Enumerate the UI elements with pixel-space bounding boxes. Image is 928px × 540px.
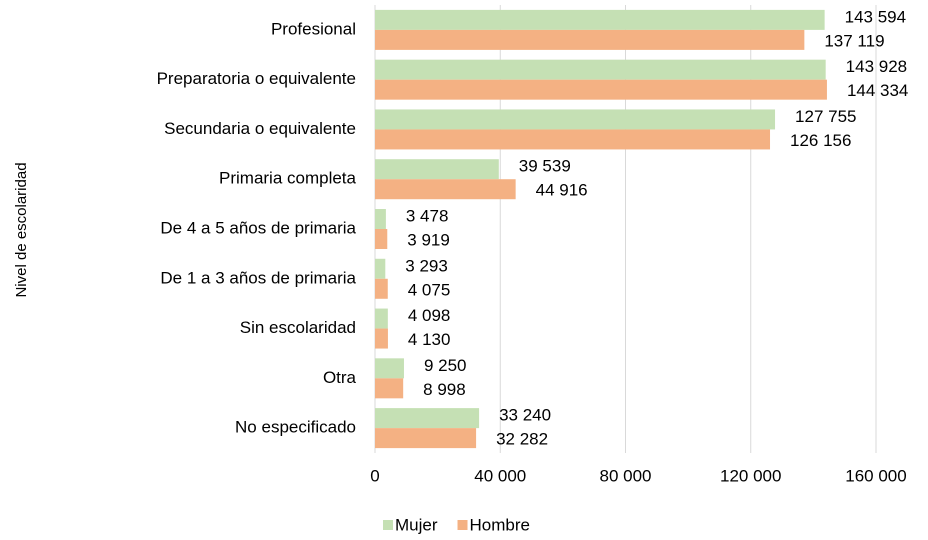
- bar: [375, 378, 404, 399]
- legend-label: Hombre: [470, 515, 530, 534]
- y-tick-label: Profesional: [271, 19, 356, 38]
- y-tick-label: Secundaria o equivalente: [164, 119, 356, 138]
- bar: [375, 179, 516, 200]
- bar: [375, 358, 404, 379]
- bar: [375, 129, 771, 150]
- bar: [375, 308, 388, 329]
- bar: [375, 278, 388, 299]
- data-label: 143 594: [845, 7, 906, 26]
- data-label: 33 240: [499, 406, 551, 425]
- data-label: 127 755: [795, 107, 856, 126]
- bar: [375, 209, 386, 229]
- data-label: 4 098: [408, 306, 451, 325]
- y-tick-label: Otra: [323, 368, 357, 387]
- bar: [375, 59, 826, 80]
- legend-swatch: [457, 520, 468, 530]
- x-tick-label: 80 000: [600, 466, 652, 485]
- y-tick-label: De 1 a 3 años de primaria: [160, 268, 356, 287]
- data-label: 126 156: [790, 131, 851, 150]
- y-tick-label: Sin escolaridad: [240, 318, 356, 337]
- data-label: 4 075: [408, 280, 451, 299]
- data-label: 3 293: [405, 256, 448, 275]
- bar: [375, 159, 499, 180]
- y-tick-label: De 4 a 5 años de primaria: [160, 218, 356, 237]
- x-tick-label: 160 000: [845, 466, 906, 485]
- legend-label: Mujer: [395, 515, 438, 534]
- bar: [375, 29, 805, 50]
- data-label: 137 119: [824, 31, 884, 50]
- x-tick-label: 120 000: [720, 466, 781, 485]
- y-tick-label: Preparatoria o equivalente: [157, 69, 356, 88]
- data-label: 32 282: [496, 430, 548, 449]
- data-label: 4 130: [408, 330, 451, 349]
- data-label: 39 539: [519, 157, 571, 176]
- data-label: 44 916: [536, 181, 588, 200]
- data-label: 9 250: [424, 356, 467, 375]
- bar: [375, 408, 480, 429]
- bar: [375, 79, 827, 100]
- x-tick-label: 0: [370, 466, 379, 485]
- y-tick-label: Primaria completa: [219, 169, 357, 188]
- bar: [375, 258, 386, 279]
- data-label: 144 334: [847, 81, 908, 100]
- bar: [375, 428, 477, 449]
- legend-swatch: [383, 520, 393, 530]
- data-label: 8 998: [423, 380, 466, 399]
- x-tick-label: 40 000: [474, 466, 526, 485]
- bar: [375, 229, 388, 249]
- bar: [375, 328, 388, 349]
- data-label: 3 919: [407, 230, 450, 249]
- y-axis-label: Nivel de escolaridad: [13, 162, 30, 297]
- bar: [375, 109, 776, 130]
- data-label: 3 478: [406, 206, 449, 225]
- y-tick-label: No especificado: [235, 418, 356, 437]
- data-label: 143 928: [846, 57, 907, 76]
- bar: [375, 9, 825, 30]
